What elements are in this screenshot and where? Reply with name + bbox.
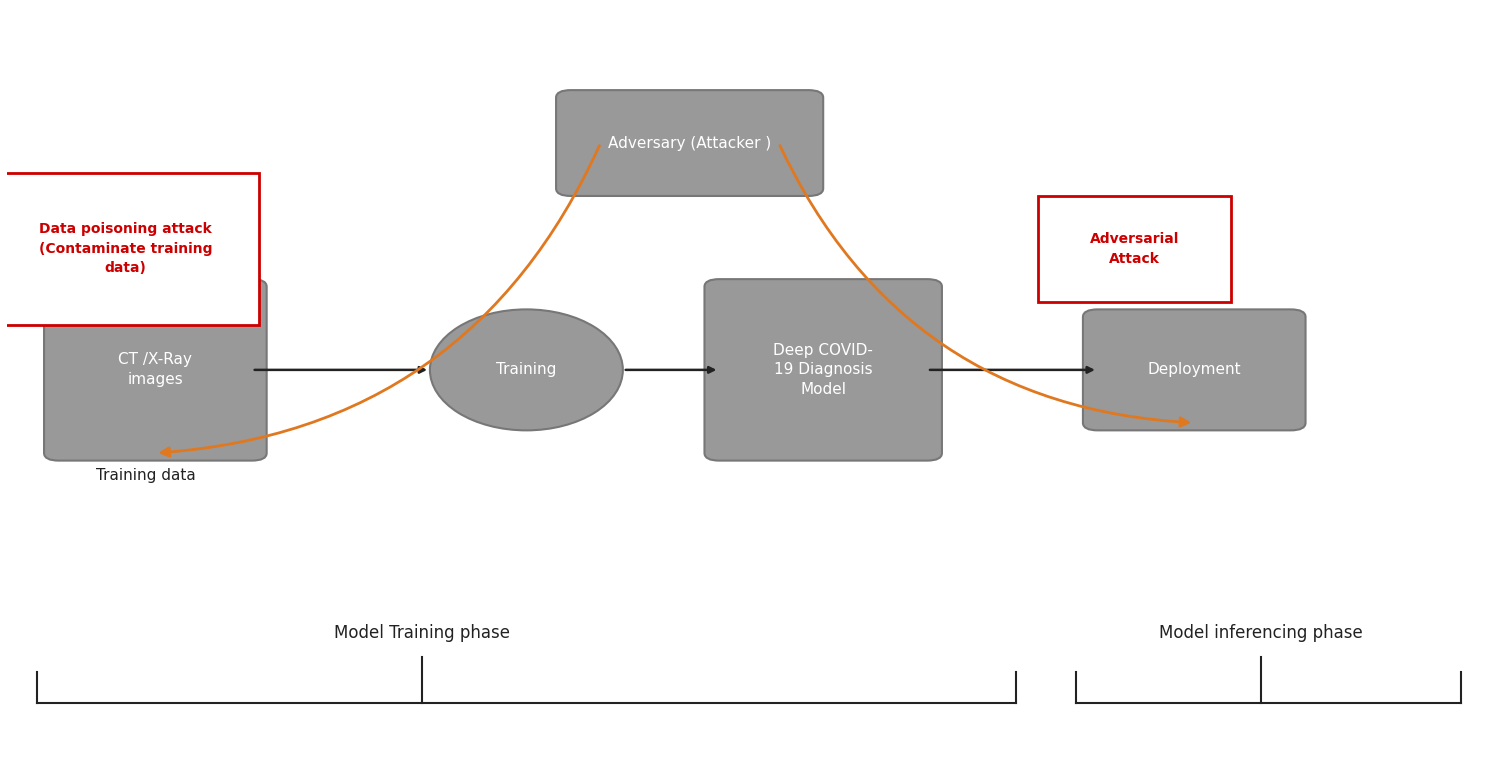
FancyBboxPatch shape: [43, 280, 267, 460]
Text: Training: Training: [496, 363, 557, 377]
FancyArrowPatch shape: [162, 146, 599, 456]
FancyBboxPatch shape: [1083, 310, 1306, 430]
Text: Adversary (Attacker ): Adversary (Attacker ): [608, 136, 771, 151]
Text: Adversarial
Attack: Adversarial Attack: [1091, 232, 1179, 266]
Text: Model inferencing phase: Model inferencing phase: [1159, 624, 1363, 642]
Text: Deep COVID-
19 Diagnosis
Model: Deep COVID- 19 Diagnosis Model: [773, 343, 873, 397]
Bar: [0, 173, 259, 324]
Ellipse shape: [430, 310, 623, 430]
Text: Deployment: Deployment: [1147, 363, 1240, 377]
Text: Model Training phase: Model Training phase: [334, 624, 511, 642]
FancyBboxPatch shape: [556, 90, 824, 196]
Text: CT /X-Ray
images: CT /X-Ray images: [118, 353, 192, 387]
Text: Training data: Training data: [96, 468, 196, 484]
Bar: [1038, 196, 1231, 302]
FancyBboxPatch shape: [704, 280, 942, 460]
FancyArrowPatch shape: [780, 146, 1188, 426]
Text: Data poisoning attack
(Contaminate training
data): Data poisoning attack (Contaminate train…: [39, 223, 213, 276]
